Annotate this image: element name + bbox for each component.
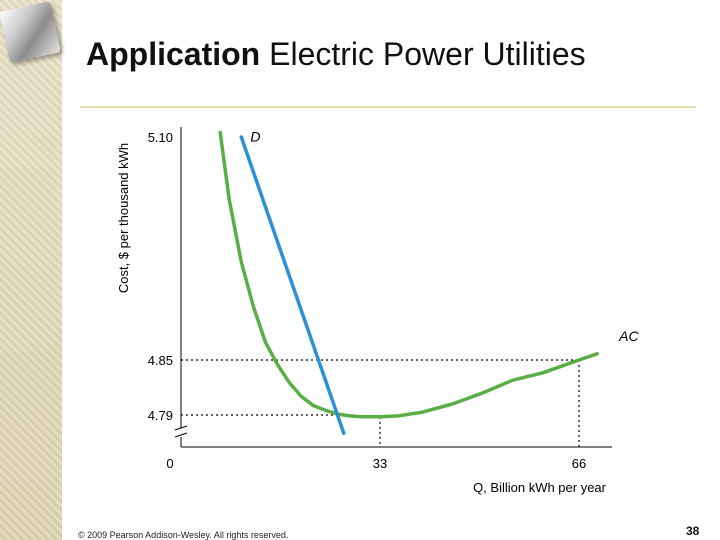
series-label-ac: AC xyxy=(618,328,639,344)
title-rest: Electric Power Utilities xyxy=(260,36,586,72)
x-tick-label: 33 xyxy=(373,456,387,471)
title-bold: Application xyxy=(86,36,261,72)
series-line-d xyxy=(239,135,346,436)
y-axis-label: Cost, $ per thousand kWh xyxy=(116,143,131,293)
y-tick-label: 5.10 xyxy=(148,130,173,145)
series-line-ac xyxy=(218,130,599,419)
axis-break-mark xyxy=(174,432,188,438)
y-tick-label: 4.85 xyxy=(148,353,173,368)
decorative-side-strip xyxy=(0,0,62,540)
x-tick-label: 0 xyxy=(166,456,173,471)
slide-title: Application Electric Power Utilities xyxy=(86,36,586,73)
page-number: 38 xyxy=(686,524,700,538)
y-tick-label: 4.79 xyxy=(148,408,173,423)
series-label-d: D xyxy=(250,128,260,144)
x-axis-label: Q, Billion kWh per year xyxy=(473,480,607,495)
title-divider xyxy=(80,106,696,108)
x-tick-label: 66 xyxy=(572,456,586,471)
axis-break-mark xyxy=(174,425,188,431)
copyright-text: © 2009 Pearson Addison-Wesley. All right… xyxy=(78,530,289,540)
